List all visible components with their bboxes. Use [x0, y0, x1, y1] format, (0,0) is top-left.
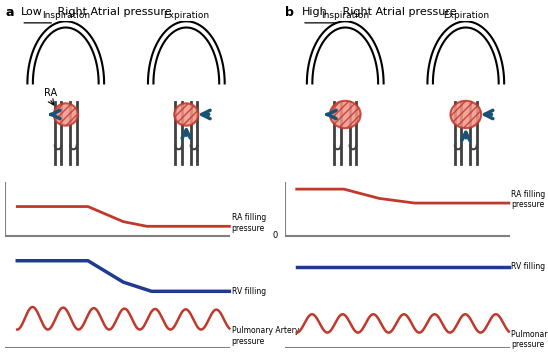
Text: RV filling: RV filling	[511, 262, 545, 271]
Text: a: a	[5, 6, 14, 19]
Ellipse shape	[330, 101, 361, 128]
Text: Pulmonary Artery
pressure: Pulmonary Artery pressure	[232, 326, 299, 346]
Text: Low: Low	[21, 7, 43, 17]
Text: RV filling: RV filling	[232, 287, 266, 296]
Text: RA filling
pressure: RA filling pressure	[232, 213, 266, 233]
Text: RA: RA	[44, 88, 57, 98]
Ellipse shape	[450, 101, 481, 128]
Text: High: High	[302, 7, 328, 17]
Text: Expiration: Expiration	[443, 11, 489, 20]
Text: Expiration: Expiration	[163, 11, 209, 20]
Text: b: b	[285, 6, 294, 19]
Text: Right Atrial pressure: Right Atrial pressure	[54, 7, 172, 17]
Text: 0: 0	[273, 231, 278, 240]
Ellipse shape	[174, 103, 198, 126]
Text: Right Atrial pressure: Right Atrial pressure	[339, 7, 456, 17]
Text: Pulmonary Artery
pressure: Pulmonary Artery pressure	[511, 329, 548, 349]
Ellipse shape	[54, 103, 78, 126]
Text: RA filling
pressure: RA filling pressure	[511, 190, 545, 209]
Text: Inspiration: Inspiration	[321, 11, 369, 20]
Text: Inspiration: Inspiration	[42, 11, 90, 20]
